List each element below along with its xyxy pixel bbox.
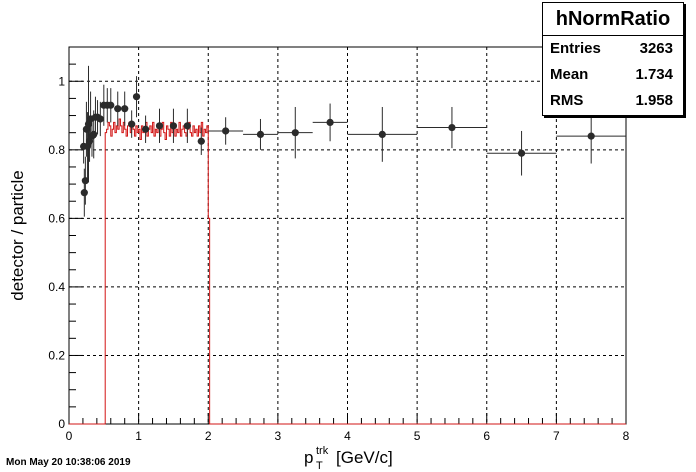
y-tick-label: 0.8: [48, 143, 65, 157]
y-tick-label: 0.4: [48, 280, 65, 294]
data-marker: [587, 132, 595, 140]
stats-row-entries: Entries 3263: [543, 36, 683, 62]
stats-row-rms: RMS 1.958: [543, 88, 683, 114]
data-point: [114, 91, 122, 126]
data-point: [243, 118, 278, 150]
x-axis-label-unit: [GeV/c]: [336, 448, 393, 467]
stats-label: Mean: [550, 66, 589, 83]
data-point: [183, 108, 191, 143]
data-marker: [291, 129, 299, 137]
data-marker: [448, 123, 456, 132]
data-marker: [222, 127, 230, 135]
x-tick-label: 8: [623, 429, 630, 443]
x-tick-label: 2: [205, 429, 212, 443]
y-tick-label: 0.2: [48, 348, 65, 362]
data-marker: [378, 130, 386, 138]
data-marker: [155, 122, 164, 130]
data-point: [132, 76, 141, 118]
data-marker: [90, 130, 98, 138]
x-axis-label-sup: trk: [316, 445, 329, 457]
data-marker: [517, 149, 526, 157]
x-tick-label: 7: [553, 429, 560, 443]
data-marker: [132, 93, 141, 101]
x-tick-label: 0: [66, 429, 73, 443]
data-marker: [128, 120, 136, 128]
stats-value: 1.958: [635, 92, 673, 109]
data-point: [155, 108, 164, 143]
stats-label: Entries: [550, 40, 601, 57]
y-tick-label: 1: [58, 74, 65, 88]
y-axis-label: detector / particle: [8, 170, 27, 300]
stats-row-mean: Mean 1.734: [543, 62, 683, 88]
data-marker: [114, 105, 122, 113]
stats-value: 3263: [639, 40, 673, 57]
y-tick-label: 0.6: [48, 211, 65, 225]
data-point: [80, 168, 88, 217]
data-marker: [183, 122, 191, 130]
data-point: [556, 108, 626, 164]
x-tick-label: 4: [344, 429, 351, 443]
data-point: [312, 103, 348, 142]
data-point: [417, 106, 487, 149]
stats-label: RMS: [550, 92, 584, 109]
x-tick-label: 1: [135, 429, 142, 443]
data-marker: [96, 115, 104, 123]
data-point: [277, 106, 313, 159]
data-marker: [256, 130, 265, 138]
data-point: [107, 88, 115, 123]
data-marker: [107, 101, 115, 109]
data-point: [486, 130, 557, 176]
x-tick-label: 5: [414, 429, 421, 443]
x-axis-label: p trk T [GeV/c]: [304, 445, 393, 472]
data-marker: [121, 105, 129, 113]
timestamp: Mon May 20 10:38:06 2019: [6, 457, 131, 468]
data-point: [141, 115, 150, 143]
x-tick-label: 3: [275, 429, 282, 443]
data-point: [169, 108, 178, 143]
stats-value: 1.734: [635, 66, 673, 83]
data-marker: [197, 137, 205, 145]
x-axis-label-main: p: [304, 448, 313, 467]
stats-box: hNormRatio Entries 3263 Mean 1.734 RMS 1…: [542, 2, 684, 116]
data-point: [197, 127, 205, 155]
data-marker: [169, 122, 178, 130]
data-point: [128, 110, 136, 138]
data-point: [208, 117, 244, 145]
data-point: [96, 101, 104, 137]
data-marker: [326, 118, 334, 126]
red-histogram-line: [69, 118, 626, 425]
data-marker: [141, 125, 150, 133]
y-tick-label: 0: [58, 417, 65, 431]
x-axis-label-sub: T: [316, 460, 323, 472]
data-point: [347, 106, 418, 162]
stats-title: hNormRatio: [543, 3, 683, 36]
data-point: [121, 91, 129, 126]
data-marker: [80, 189, 88, 197]
x-tick-label: 6: [483, 429, 490, 443]
